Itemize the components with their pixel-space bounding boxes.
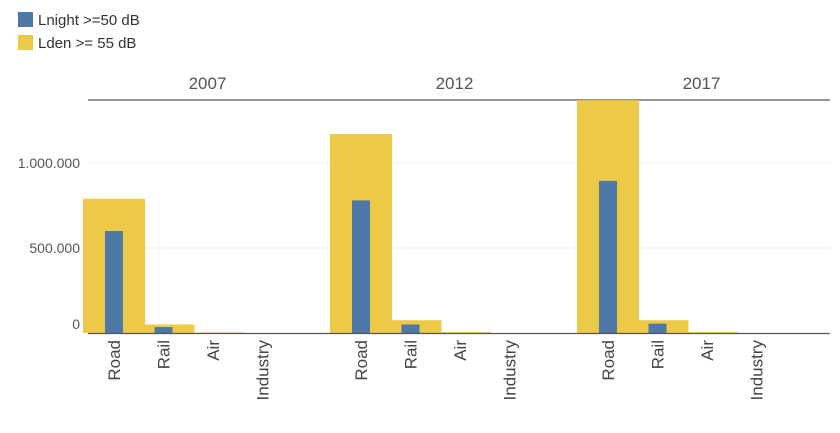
x-tick-label-rail: Rail: [649, 340, 668, 369]
panel-title-2017: 2017: [683, 74, 721, 93]
x-tick-label-air: Air: [698, 340, 717, 361]
x-tick-label-industry: Industry: [748, 340, 767, 401]
x-tick-label-air: Air: [204, 340, 223, 361]
bar-lnight-50-db-2012-rail: [401, 324, 420, 333]
x-tick-label-rail: Rail: [155, 340, 174, 369]
x-tick-label-rail: Rail: [402, 340, 421, 369]
bar-lnight-50-db-2007-road: [105, 231, 123, 333]
x-tick-label-industry: Industry: [501, 340, 520, 401]
y-tick-label: 0: [72, 316, 80, 332]
legend-swatch-lden-55-db: [18, 35, 33, 50]
x-axis: Road Rail Air Industry Road Rail Air Industry Ro…: [88, 332, 830, 401]
x-tick-label-air: Air: [451, 340, 470, 361]
panel-headers: 2007 2012 2017: [88, 74, 830, 101]
bar-lnight-50-db-2007-rail: [154, 327, 173, 333]
gridlines: [88, 162, 830, 249]
legend-swatch-lnight-50-db: [18, 12, 33, 27]
x-tick-label-road: Road: [105, 340, 124, 381]
panel-title-2012: 2012: [436, 74, 474, 93]
legend-label: Lnight >=50 dB: [38, 12, 140, 29]
panel-title-2007: 2007: [189, 74, 227, 93]
bar-lnight-50-db-2017-road: [599, 180, 617, 333]
bar-lnight-50-db-2012-road: [352, 200, 370, 333]
legend: Lnight >=50 dB Lden >= 55 dB: [18, 12, 140, 52]
y-tick-label: 1.000.000: [18, 155, 80, 171]
x-tick-label-road: Road: [352, 340, 371, 381]
y-tick-label: 500.000: [29, 240, 80, 256]
x-tick-label-road: Road: [599, 340, 618, 381]
bar-lnight-50-db-2017-rail: [648, 323, 667, 333]
x-tick-label-industry: Industry: [254, 340, 273, 401]
y-axis: 0 500.000 1.000.000: [18, 155, 81, 332]
bars: [83, 100, 738, 334]
legend-label: Lden >= 55 dB: [38, 35, 136, 52]
